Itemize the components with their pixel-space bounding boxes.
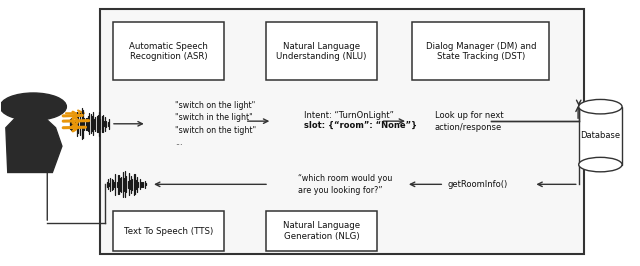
Text: Look up for next
action/response: Look up for next action/response [435,111,503,132]
Text: "switch on the light"
"switch in the light"
"switch on the tight"
...: "switch on the light" "switch in the lig… [175,101,257,147]
Text: Dialog Manager (DM) and
State Tracking (DST): Dialog Manager (DM) and State Tracking (… [426,42,536,61]
Circle shape [0,93,67,120]
Text: Text To Speech (TTS): Text To Speech (TTS) [124,227,213,236]
FancyBboxPatch shape [100,9,584,254]
FancyBboxPatch shape [113,211,225,251]
Text: Natural Language
Understanding (NLU): Natural Language Understanding (NLU) [276,42,367,61]
Text: getRoomInfo(): getRoomInfo() [447,180,508,189]
Text: slot: {“room”: “None”}: slot: {“room”: “None”} [304,121,417,130]
FancyBboxPatch shape [113,22,225,80]
Ellipse shape [579,157,622,172]
FancyBboxPatch shape [266,22,378,80]
Text: Database: Database [580,131,620,140]
FancyBboxPatch shape [266,211,378,251]
FancyBboxPatch shape [412,22,549,80]
Text: Automatic Speech
Recognition (ASR): Automatic Speech Recognition (ASR) [129,42,208,61]
Ellipse shape [579,99,622,114]
FancyBboxPatch shape [579,107,622,165]
Text: Intent: “TurnOnLight”: Intent: “TurnOnLight” [304,111,394,120]
Text: Natural Language
Generation (NLG): Natural Language Generation (NLG) [283,221,360,241]
Text: “which room would you
are you looking for?”: “which room would you are you looking fo… [298,174,392,195]
Polygon shape [6,109,62,172]
